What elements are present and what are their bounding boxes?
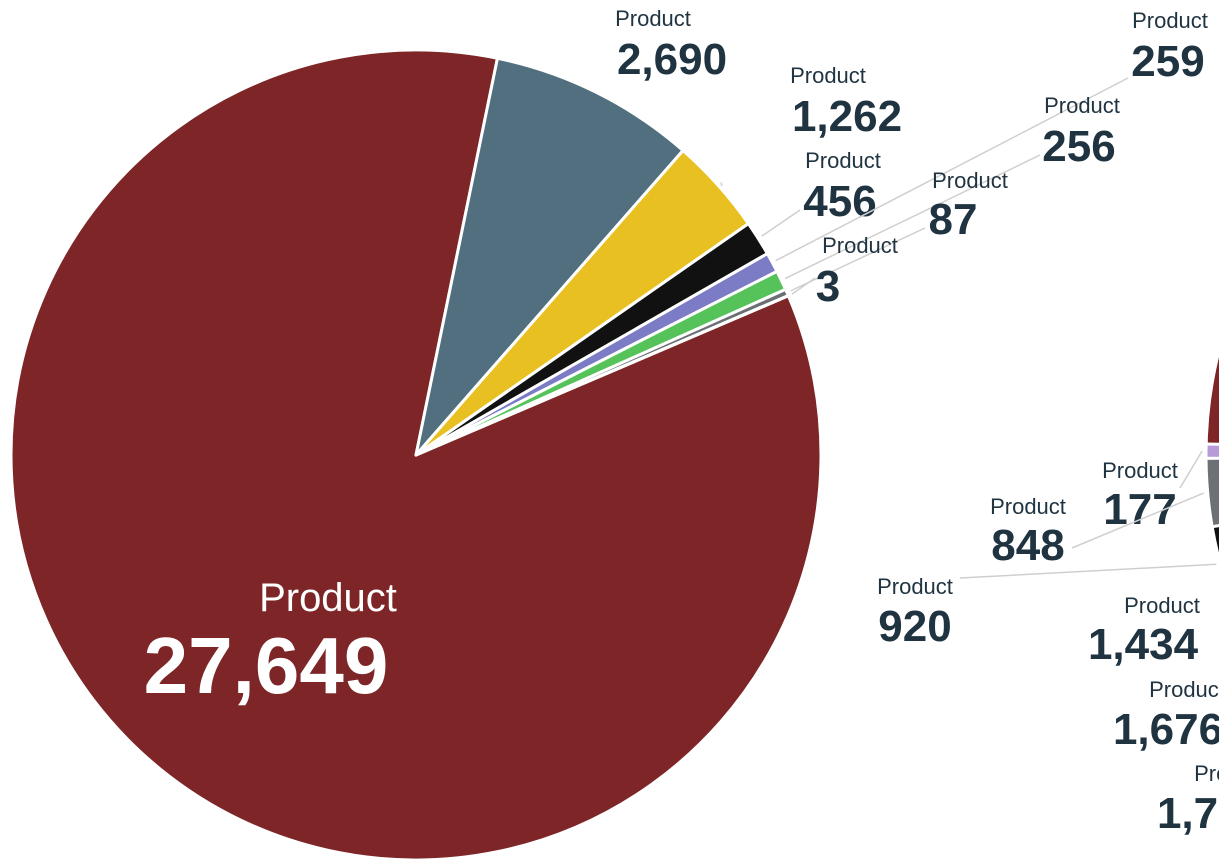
slice-value: 2,690 bbox=[617, 35, 727, 84]
leader-line bbox=[791, 277, 816, 295]
slice-value: 1,700 bbox=[1157, 789, 1219, 838]
slice-value: 27,649 bbox=[144, 621, 389, 710]
leader-line bbox=[775, 77, 1129, 262]
pie-slice bbox=[1210, 524, 1219, 565]
slice-name: Product bbox=[1132, 8, 1208, 33]
slice-value: 848 bbox=[991, 521, 1064, 570]
slice-value: 1,676 bbox=[1113, 705, 1219, 754]
slice-value: 3 bbox=[816, 262, 840, 311]
slice-name: Product bbox=[805, 148, 881, 173]
slice-value: 1,434 bbox=[1088, 620, 1199, 669]
slice-name: Product bbox=[990, 494, 1066, 519]
pie-slice bbox=[414, 294, 790, 457]
leader-line bbox=[1071, 492, 1204, 549]
leader-line bbox=[959, 563, 1217, 579]
leader-line bbox=[790, 227, 926, 292]
slice-name: Product bbox=[790, 63, 866, 88]
slice-name: Product bbox=[259, 576, 397, 620]
slice-name: Product bbox=[1044, 93, 1120, 118]
slice-value: 1,262 bbox=[792, 92, 902, 141]
leader-line bbox=[1179, 450, 1203, 489]
slice-name: Product bbox=[1149, 677, 1219, 702]
slice-name: Product bbox=[1102, 458, 1178, 483]
pie-slice bbox=[1204, 456, 1219, 529]
leader-line bbox=[720, 182, 723, 187]
slice-name: Product bbox=[615, 6, 691, 31]
leader-line bbox=[761, 209, 801, 237]
slice-name: Product bbox=[932, 168, 1008, 193]
leader-line bbox=[784, 154, 1041, 280]
pie-slice bbox=[1204, 442, 1219, 460]
pie-slice bbox=[414, 56, 685, 457]
slice-name: Product bbox=[822, 233, 898, 258]
slice-value: 259 bbox=[1131, 37, 1204, 86]
slice-value: 256 bbox=[1042, 122, 1115, 171]
slice-value: 456 bbox=[803, 177, 876, 226]
slice-name: Product bbox=[1124, 593, 1200, 618]
slice-name: Product bbox=[877, 574, 953, 599]
slice-name: Product bbox=[1194, 761, 1219, 786]
slice-value: 87 bbox=[929, 195, 978, 244]
slice-value: 920 bbox=[878, 602, 951, 651]
